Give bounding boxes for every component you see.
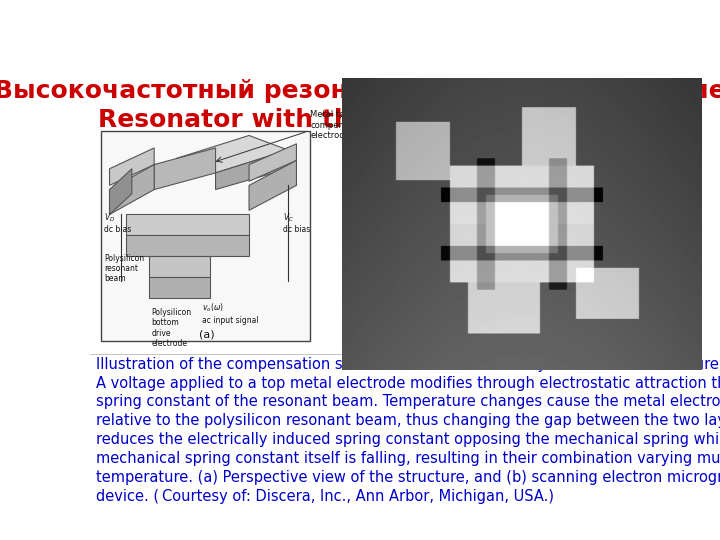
- Text: Compensation
electrode: Compensation electrode: [369, 134, 430, 153]
- Text: $V_C$
dc bias: $V_C$ dc bias: [282, 211, 310, 234]
- Polygon shape: [148, 256, 210, 277]
- Text: Resonator with thermal compensation: Resonator with thermal compensation: [98, 109, 640, 132]
- Text: Высокочастотный резонатор с термокомпенсацией: Высокочастотный резонатор с термокомпенс…: [0, 79, 720, 103]
- Polygon shape: [215, 150, 288, 190]
- Polygon shape: [109, 168, 132, 214]
- Text: $V_D$
dc bias: $V_D$ dc bias: [104, 211, 131, 234]
- Polygon shape: [249, 144, 297, 181]
- Polygon shape: [109, 165, 154, 214]
- Text: Slit: Slit: [629, 222, 642, 232]
- Text: Polysilicon
bottom
drive
electrode: Polysilicon bottom drive electrode: [151, 308, 192, 348]
- Polygon shape: [126, 235, 249, 256]
- Polygon shape: [109, 148, 154, 185]
- Text: Metal top
compensation
electrode: Metal top compensation electrode: [310, 110, 370, 140]
- Text: (b): (b): [503, 339, 519, 348]
- Text: Polysilicon resonant
beam (under metal): Polysilicon resonant beam (under metal): [369, 170, 454, 189]
- Text: Raised support: Raised support: [579, 164, 642, 173]
- FancyBboxPatch shape: [101, 131, 310, 341]
- Text: Polysilicon
resonant
beam: Polysilicon resonant beam: [104, 254, 144, 284]
- Text: Illustration of the compensation scheme to reduce sensitivity in a resonant stru: Illustration of the compensation scheme …: [96, 357, 720, 504]
- Polygon shape: [154, 148, 215, 190]
- Polygon shape: [249, 160, 297, 210]
- Text: $v_o(\omega)$
ac input signal: $v_o(\omega)$ ac input signal: [202, 302, 258, 325]
- Text: (a): (a): [199, 329, 215, 339]
- Polygon shape: [176, 136, 288, 173]
- Text: Anchor: Anchor: [613, 127, 642, 136]
- Polygon shape: [126, 214, 249, 235]
- Text: Polysilicon bottom
drive electrode: Polysilicon bottom drive electrode: [369, 238, 446, 258]
- Polygon shape: [148, 277, 210, 298]
